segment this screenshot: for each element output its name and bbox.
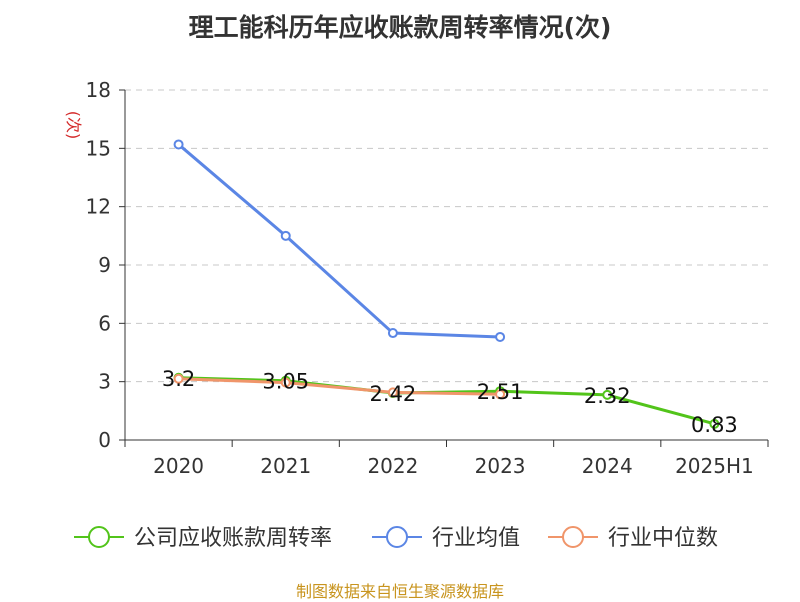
axes: 0 3 6 9 12 15 18 2020 2021 2022 2023 2024 2025H1	[86, 78, 769, 478]
y-tick-label: 6	[98, 311, 111, 335]
y-axis-label: (次)	[64, 111, 83, 140]
company-series-line	[178, 376, 715, 426]
y-tick-label: 18	[86, 78, 111, 102]
y-tick-label: 3	[98, 370, 111, 394]
industry-median-series-point	[495, 389, 506, 400]
legend-label: 行业均值	[432, 526, 520, 551]
company-series-point	[602, 389, 613, 400]
legend-marker	[88, 526, 110, 548]
industry-average-series-point	[280, 230, 291, 241]
y-tick-label: 12	[86, 195, 111, 219]
industry-median-series-line	[178, 377, 501, 396]
y-tick-label: 15	[86, 136, 111, 160]
legend-label: 公司应收账款周转率	[134, 526, 332, 551]
data-label: 3.2	[162, 367, 195, 391]
x-tick-label: 2025H1	[675, 454, 754, 478]
data-label: 2.32	[584, 384, 631, 408]
industry-average-series-point	[495, 331, 506, 342]
industry-average-series-line	[177, 143, 501, 339]
data-label: 2.42	[370, 382, 417, 406]
industry-average-series-point	[387, 328, 398, 339]
x-tick-label: 2023	[475, 454, 526, 478]
legend-item-industry-median[interactable]: 行业中位数	[548, 526, 718, 551]
industry-median-series-point	[387, 387, 398, 398]
data-label: 3.05	[262, 370, 309, 394]
series-layer	[173, 139, 720, 429]
industry-average-series-point	[173, 139, 184, 150]
chart-title: 理工能科历年应收账款周转率情况(次)	[188, 13, 612, 42]
industry-median-series-point	[173, 373, 184, 384]
industry-median-series-point	[280, 377, 291, 388]
x-tick-label: 2022	[367, 454, 418, 478]
grid-lines	[125, 89, 768, 383]
y-tick-label: 9	[98, 253, 111, 277]
data-label: 0.83	[691, 413, 738, 437]
legend-item-company[interactable]: 公司应收账款周转率	[74, 526, 332, 551]
data-labels: 3.2 3.05 2.42 2.51 2.32 0.83	[162, 367, 738, 437]
legend[interactable]: 公司应收账款周转率 行业均值 行业中位数	[74, 526, 718, 551]
legend-item-industry-average[interactable]: 行业均值	[372, 526, 520, 551]
legend-label: 行业中位数	[608, 526, 718, 551]
y-tick-label: 0	[98, 428, 111, 452]
x-tick-label: 2020	[153, 454, 204, 478]
company-series-point	[709, 418, 720, 429]
x-tick-label: 2024	[582, 454, 633, 478]
source-text: 制图数据来自恒生聚源数据库	[295, 582, 504, 601]
data-label: 2.51	[477, 380, 524, 404]
legend-marker	[386, 526, 408, 548]
legend-marker	[562, 526, 584, 548]
x-tick-label: 2021	[260, 454, 311, 478]
